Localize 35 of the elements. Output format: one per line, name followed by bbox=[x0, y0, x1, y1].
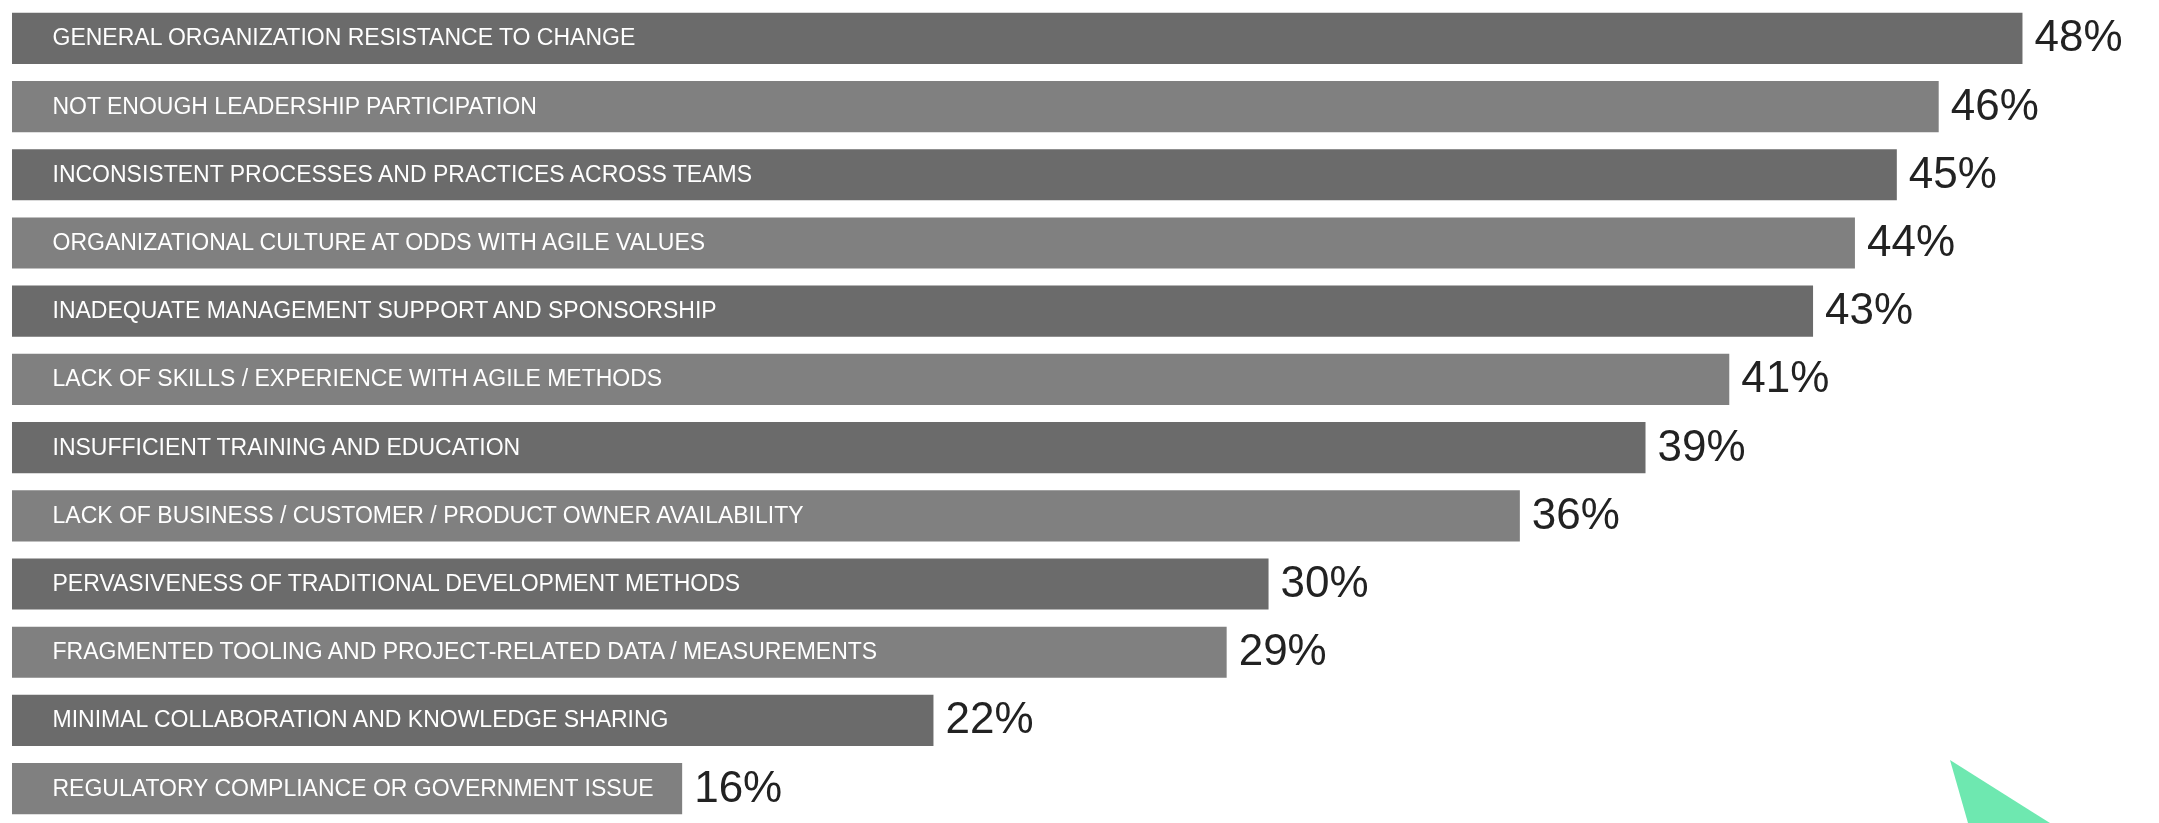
bar bbox=[12, 490, 1520, 542]
bar bbox=[12, 285, 1814, 337]
data-label: 45% bbox=[1908, 147, 1997, 197]
bar bbox=[12, 694, 934, 746]
y-tick-label: PERVASIVENESS OF TRADITIONAL DEVELOPMENT METHODS bbox=[52, 570, 741, 596]
data-label: 39% bbox=[1657, 420, 1746, 470]
y-tick-label: ORGANIZATIONAL CULTURE AT ODDS WITH AGILE VALUES bbox=[52, 229, 706, 255]
bar bbox=[12, 81, 1939, 133]
data-label: 43% bbox=[1825, 284, 1914, 334]
data-label: 36% bbox=[1531, 488, 1620, 538]
data-label: 30% bbox=[1280, 557, 1369, 606]
data-label: 29% bbox=[1238, 625, 1327, 675]
y-tick-label: REGULATORY COMPLIANCE OR GOVERNMENT ISSUE bbox=[52, 774, 654, 801]
bar bbox=[12, 12, 2023, 64]
y-tick-label: GENERAL ORGANIZATION RESISTANCE TO CHANGE bbox=[52, 24, 636, 51]
y-tick-label: LACK OF SKILLS / EXPERIENCE WITH AGILE METHODS bbox=[52, 365, 663, 392]
data-label: 16% bbox=[694, 761, 783, 811]
y-tick-label: INCONSISTENT PROCESSES AND PRACTICES ACROSS TEAMS bbox=[52, 160, 753, 187]
y-tick-label: LACK OF BUSINESS / CUSTOMER / PRODUCT OWNER AVAILABILITY bbox=[52, 501, 804, 528]
bar bbox=[12, 353, 1730, 405]
y-tick-label: INADEQUATE MANAGEMENT SUPPORT AND SPONSORSHIP bbox=[52, 297, 717, 324]
data-label: 48% bbox=[2034, 11, 2123, 61]
y-tick-label: MINIMAL COLLABORATION AND KNOWLEDGE SHARING bbox=[52, 706, 669, 733]
bar bbox=[12, 626, 1227, 678]
data-label: 44% bbox=[1866, 216, 1956, 265]
bar bbox=[12, 422, 1646, 474]
y-tick-label: INSUFFICIENT TRAINING AND EDUCATION bbox=[52, 433, 521, 460]
y-tick-label: FRAGMENTED TOOLING AND PROJECT-RELATED DATA / MEASUREMENTS bbox=[52, 638, 878, 665]
bar bbox=[12, 217, 1855, 269]
y-tick-label: NOT ENOUGH LEADERSHIP PARTICIPATION bbox=[52, 92, 537, 119]
data-label: 22% bbox=[945, 693, 1034, 743]
data-label: 46% bbox=[1950, 79, 2039, 129]
bar bbox=[12, 149, 1897, 201]
bar bbox=[12, 558, 1269, 610]
data-label: 41% bbox=[1741, 352, 1830, 402]
